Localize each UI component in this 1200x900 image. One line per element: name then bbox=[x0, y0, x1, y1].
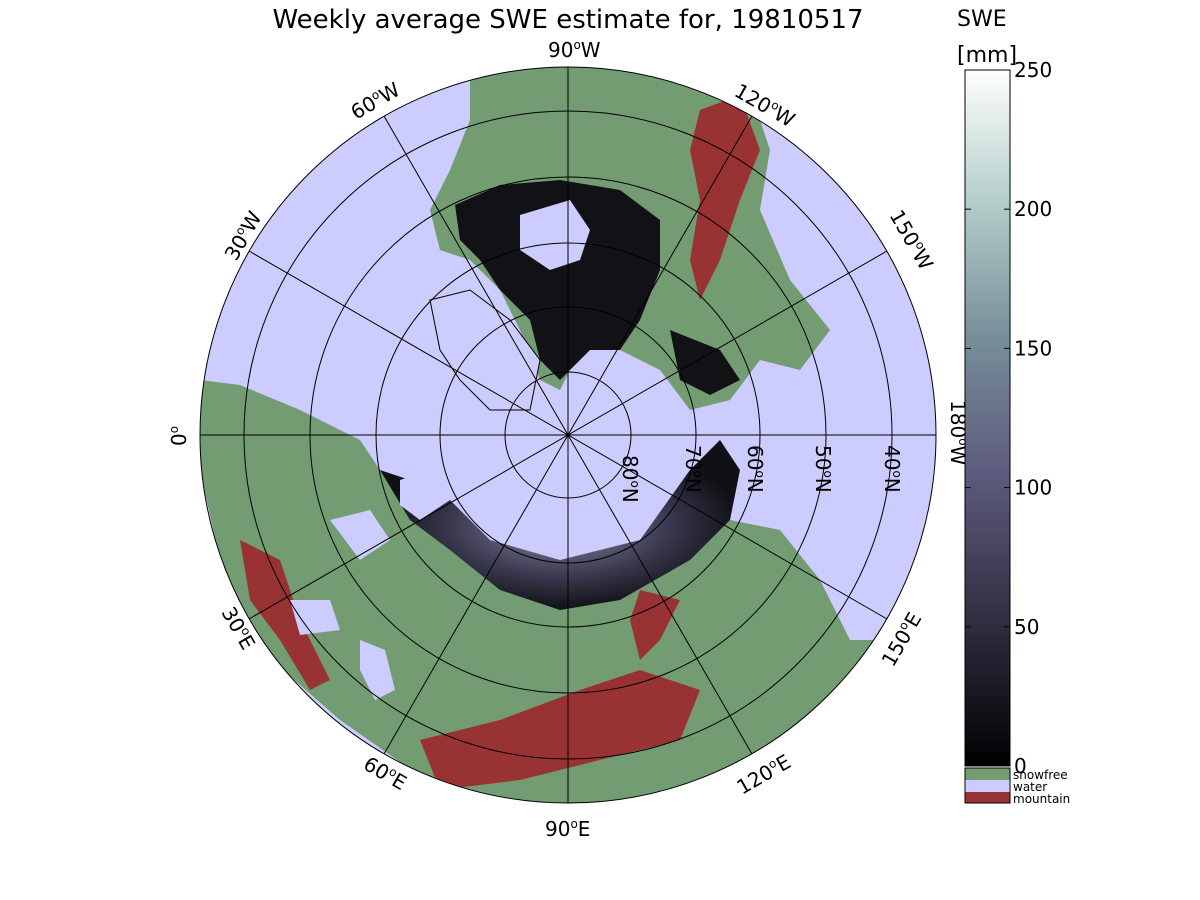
caspian-sea bbox=[360, 640, 395, 700]
colorbar-title: SWE bbox=[957, 7, 1007, 32]
lon-label: 0o bbox=[167, 426, 191, 446]
colorbar-tick-label: 50 bbox=[1014, 615, 1039, 639]
colorbar-tick-label: 250 bbox=[1014, 58, 1052, 82]
lat-label: 70oN bbox=[681, 445, 705, 493]
kara-sea bbox=[400, 470, 450, 520]
map-title: Weekly average SWE estimate for, 1981051… bbox=[272, 5, 863, 35]
colorbar-tick-label: 0 bbox=[1014, 754, 1027, 778]
latitude-labels: 80oN 70oN 60oN 50oN 40oN bbox=[618, 445, 904, 503]
lat-label: 80oN bbox=[618, 455, 642, 503]
alaska-snow-region bbox=[670, 330, 740, 395]
siberia-snow-band bbox=[380, 440, 740, 610]
canada-snow-region bbox=[455, 180, 660, 380]
legend-swatch-snowfree bbox=[965, 768, 1010, 780]
lon-label: 90oW bbox=[548, 38, 601, 62]
graticule bbox=[199, 66, 937, 804]
legend-label-water: water bbox=[1013, 780, 1047, 794]
lat-label: 50oN bbox=[811, 445, 835, 493]
mountain-europe bbox=[240, 540, 330, 690]
colorbar-gradient bbox=[964, 69, 1011, 767]
colorbar-ticks: 0 50 100 150 200 250 bbox=[965, 58, 1052, 778]
legend-label-snowfree: snowfree bbox=[1013, 768, 1068, 782]
mountain-rockies bbox=[690, 95, 760, 300]
black-sea bbox=[290, 600, 340, 635]
legend-swatch-water bbox=[965, 780, 1010, 792]
colorbar-tick-label: 100 bbox=[1014, 476, 1052, 500]
colorbar-tick-label: 200 bbox=[1014, 197, 1052, 221]
hudson-bay bbox=[520, 200, 590, 270]
legend-frame bbox=[964, 767, 1011, 804]
legend-swatch-mountain bbox=[965, 792, 1010, 803]
lon-label: 90oE bbox=[545, 817, 590, 841]
greenland-outline bbox=[429, 289, 541, 411]
baltic-sea bbox=[330, 510, 390, 560]
meridian-150w-30e bbox=[248, 250, 888, 620]
mountain-himalaya bbox=[420, 670, 700, 790]
colorbar-tick-label: 150 bbox=[1014, 336, 1052, 360]
lat-label: 40oN bbox=[880, 445, 904, 493]
legend-label-mountain: mountain bbox=[1013, 792, 1070, 806]
lat-label: 60oN bbox=[743, 445, 767, 493]
colorbar-unit: [mm] bbox=[957, 43, 1017, 68]
